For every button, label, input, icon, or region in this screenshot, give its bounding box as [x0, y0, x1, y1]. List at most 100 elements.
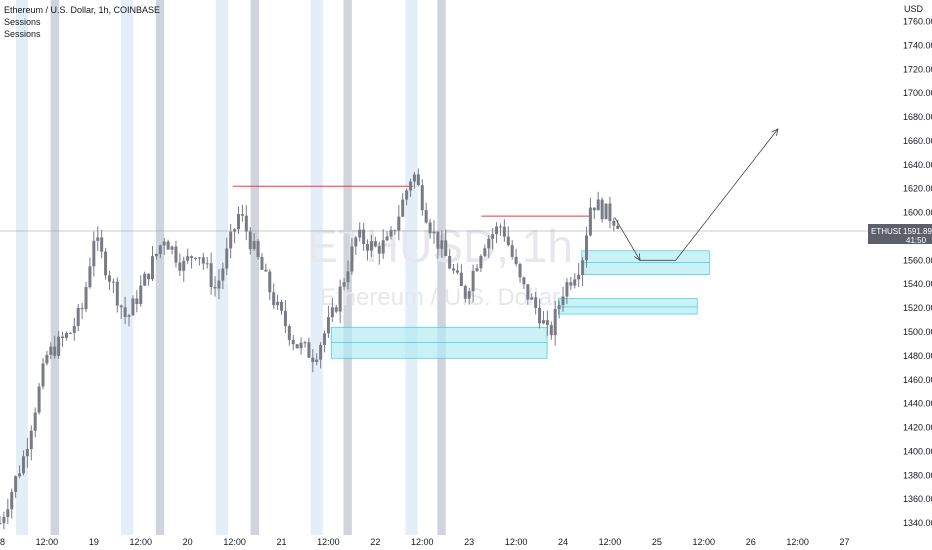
candle-body	[608, 203, 612, 221]
candle-body	[291, 339, 295, 345]
y-tick-label: 1360.00	[903, 494, 932, 504]
candle-body	[33, 412, 37, 431]
y-tick-label: 1720.00	[903, 64, 932, 74]
x-tick-label: 18	[0, 537, 5, 547]
candle-body	[256, 241, 260, 257]
candle-body	[233, 229, 237, 232]
candle-body	[268, 271, 272, 293]
y-tick-label: 1500.00	[903, 327, 932, 337]
candle-body	[61, 336, 65, 338]
projection-arrowhead-down	[633, 253, 641, 262]
currency-label: USD	[904, 4, 924, 14]
candle-body	[436, 231, 440, 249]
candle-body	[483, 248, 487, 256]
session-band	[310, 0, 323, 535]
y-tick-label: 1420.00	[903, 423, 932, 433]
session-band	[405, 0, 418, 535]
candle-body	[170, 246, 174, 250]
x-tick-label: 12:00	[317, 537, 340, 547]
candle-body	[6, 509, 10, 518]
price-tag-bg	[901, 224, 932, 244]
candle-body	[135, 298, 139, 305]
candle-body	[541, 320, 545, 324]
indicator-sessions-1[interactable]: Sessions	[4, 17, 41, 27]
candle-body	[240, 214, 244, 216]
candle-body	[123, 307, 127, 317]
x-tick-label: 12:00	[411, 537, 434, 547]
candle-body	[295, 344, 299, 349]
candle-body	[412, 174, 416, 182]
candle-body	[604, 203, 608, 220]
candle-body	[127, 315, 131, 317]
candle-body	[612, 220, 616, 226]
candle-body	[80, 307, 84, 310]
candle-body	[471, 270, 475, 292]
candle-body	[577, 274, 581, 280]
candle-body	[338, 286, 342, 312]
demand-zone	[558, 298, 698, 315]
candle-body	[0, 523, 2, 525]
candle-body	[326, 317, 330, 334]
candle-body	[166, 241, 170, 250]
candle-body	[545, 320, 549, 326]
candle-body	[565, 282, 569, 297]
candle-body	[475, 268, 479, 271]
candle-body	[592, 207, 596, 211]
time-axis: 18 12:00 19 12:00 20 12:00 21 12:00 22 12:00 23 12:…	[0, 537, 850, 547]
candle-body	[362, 229, 366, 245]
candle-body	[549, 325, 553, 336]
candle-body	[21, 456, 25, 474]
candle-body	[162, 241, 166, 246]
candle-body	[354, 237, 358, 247]
candle-body	[100, 237, 104, 252]
price-axis: 1340.00 1360.00 1380.00 1400.00 1420.00 1440.…	[903, 16, 932, 528]
x-tick-label: 19	[89, 537, 99, 547]
candle-body	[225, 248, 229, 269]
session-band	[437, 0, 446, 535]
candle-body	[37, 386, 41, 413]
candle-body	[205, 263, 209, 265]
candle-body	[530, 297, 534, 300]
candle-body	[381, 240, 385, 254]
candle-body	[416, 174, 420, 186]
x-tick-label: 25	[652, 537, 662, 547]
candle-body	[287, 326, 291, 340]
candle-body	[315, 359, 319, 362]
candle-body	[29, 430, 33, 450]
candle-body	[526, 284, 530, 300]
liquidity-lines	[232, 185, 590, 217]
candle-body	[350, 246, 354, 272]
x-tick-label: 26	[746, 537, 756, 547]
candle-body	[72, 326, 76, 333]
badge-symbol: ETHUSD	[871, 227, 904, 236]
candle-body	[510, 245, 514, 257]
candle-body	[213, 286, 217, 289]
candle-body	[14, 476, 18, 492]
candle-body	[104, 251, 108, 276]
candle-body	[463, 286, 467, 299]
candle-body	[76, 307, 80, 327]
candle-body	[502, 226, 506, 237]
y-tick-label: 1340.00	[903, 518, 932, 528]
x-tick-label: 21	[277, 537, 287, 547]
candle-body	[588, 207, 592, 236]
candle-body	[197, 257, 201, 259]
candle-body	[307, 342, 311, 358]
y-tick-label: 1680.00	[903, 112, 932, 122]
candle-body	[115, 281, 119, 306]
session-band	[155, 0, 165, 535]
candle-body	[237, 214, 241, 230]
watermark-name: Ethereum / U.S. Dollar	[320, 284, 560, 311]
indicator-sessions-2[interactable]: Sessions	[4, 29, 41, 39]
y-tick-label: 1400.00	[903, 446, 932, 456]
candle-body	[217, 280, 221, 289]
y-tick-label: 1480.00	[903, 351, 932, 361]
x-tick-label: 12:00	[129, 537, 152, 547]
candle-body	[18, 473, 22, 477]
candle-body	[491, 234, 495, 239]
candle-body	[49, 346, 53, 355]
chart-title: Ethereum / U.S. Dollar, 1h, COINBASE	[4, 5, 161, 15]
y-tick-label: 1460.00	[903, 375, 932, 385]
candle-body	[401, 199, 405, 217]
